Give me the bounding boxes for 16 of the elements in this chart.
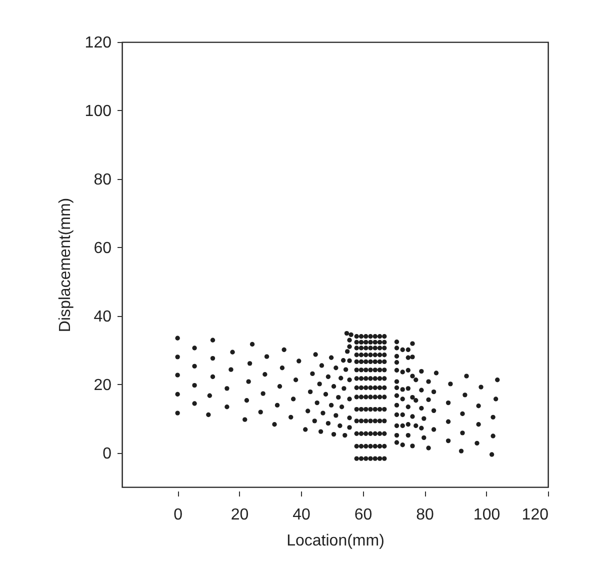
y-tick-label: 0 (102, 445, 112, 462)
x-tick-label: 120 (522, 506, 549, 524)
y-tick-label: 40 (94, 308, 112, 326)
x-tick-label: 20 (230, 506, 249, 524)
y-axis-title: Displacement(mm) (56, 198, 74, 332)
x-tick-label: 40 (292, 506, 311, 524)
y-tick-label: 120 (84, 34, 112, 52)
y-tick-label: 80 (94, 171, 112, 188)
y-tick-label: 60 (94, 240, 112, 257)
x-axis-title: Location(mm) (286, 532, 384, 550)
x-tick-label: 0 (174, 506, 183, 524)
x-tick-label: 60 (354, 506, 372, 524)
y-tick-label: 20 (94, 376, 112, 394)
x-tick-label: 80 (416, 506, 434, 524)
x-tick-label: 100 (473, 506, 500, 524)
y-tick-label: 100 (84, 102, 112, 120)
